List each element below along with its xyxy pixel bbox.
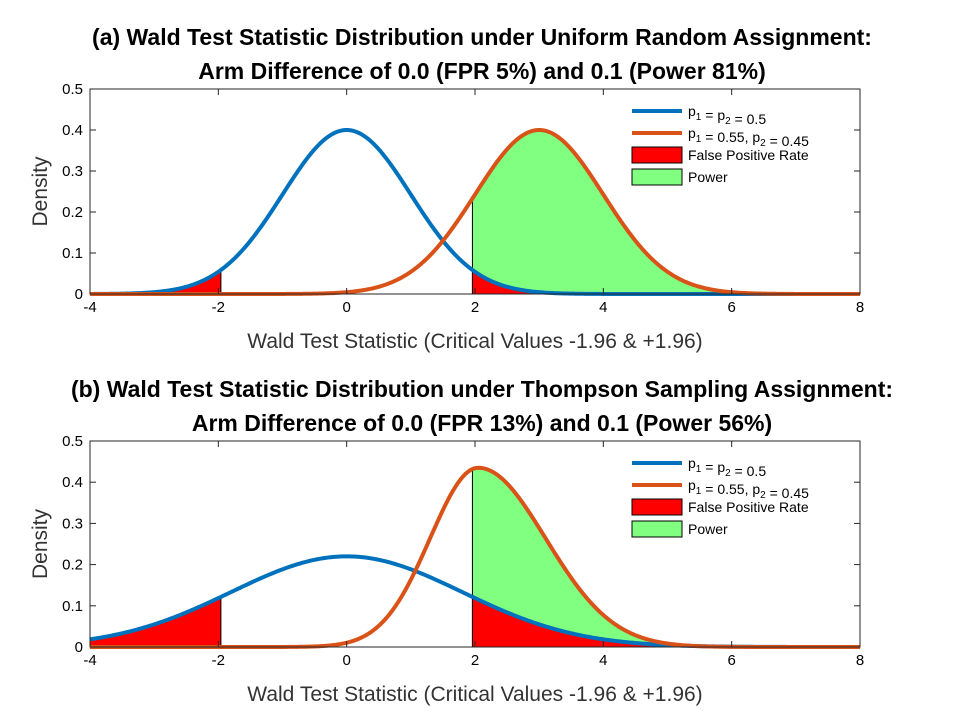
legend-subscript: 2 (725, 116, 731, 127)
chart-title: Arm Difference of 0.0 (FPR 13%) and 0.1 … (192, 410, 772, 436)
y-tick-label: 0 (75, 286, 83, 303)
x-tick-label: -4 (83, 652, 96, 669)
y-tick-label: 0.4 (62, 122, 83, 139)
chart-title: (a) Wald Test Statistic Distribution und… (92, 24, 872, 50)
chart-title: Arm Difference of 0.0 (FPR 5%) and 0.1 (… (198, 58, 766, 84)
x-tick-label: 2 (471, 652, 479, 669)
legend-subscript: 1 (696, 112, 702, 123)
legend-swatch-2 (631, 168, 683, 186)
legend-text-part: = 0.5 (731, 111, 767, 127)
x-tick-label: 6 (727, 299, 735, 316)
legend-label-3: False Positive Rate (688, 147, 809, 163)
x-tick-label: 2 (471, 299, 479, 316)
legend-text-part: = (701, 459, 717, 475)
legend-text-part: = 0.55, (701, 129, 752, 145)
legend-text-part: p (752, 129, 760, 145)
legend-text-part: = 0.45 (766, 133, 809, 149)
legend-text-part: = (701, 107, 717, 123)
legend-text-part: p (688, 477, 696, 493)
x-tick-label: 6 (727, 652, 735, 669)
x-tick-label: -2 (212, 299, 225, 316)
legend-text-part: p (688, 125, 696, 141)
legend-text-part: = 0.5 (731, 463, 767, 479)
legend-label-1: p1 = p2 = 0.5 (688, 103, 766, 127)
y-axis-label: Density (29, 156, 52, 227)
legend-text-part: p (688, 103, 696, 119)
legend-subscript: 2 (760, 138, 766, 149)
legend-label-1: p1 = p2 = 0.5 (688, 455, 766, 479)
legend-text-part: p (717, 459, 725, 475)
x-tick-label: 0 (342, 299, 350, 316)
legend-swatch-2 (631, 520, 683, 538)
y-tick-label: 0.3 (62, 163, 83, 180)
x-tick-label: 4 (599, 652, 607, 669)
legend-subscript: 2 (725, 468, 731, 479)
chart-title: (b) Wald Test Statistic Distribution und… (71, 376, 893, 402)
legend-subscript: 1 (696, 134, 702, 145)
legend-text-part: p (752, 481, 760, 497)
chart-panel-b: (b) Wald Test Statistic Distribution und… (29, 376, 893, 706)
x-tick-label: 8 (856, 652, 864, 669)
y-tick-label: 0.2 (62, 204, 83, 221)
y-tick-label: 0.2 (62, 557, 83, 574)
legend-text-part: p (717, 107, 725, 123)
x-tick-label: -2 (212, 652, 225, 669)
legend-label-2: p1 = 0.55, p2 = 0.45 (688, 477, 809, 501)
legend-label-2: p1 = 0.55, p2 = 0.45 (688, 125, 809, 149)
legend-subscript: 1 (696, 486, 702, 497)
y-axis-label: Density (29, 508, 52, 579)
y-tick-label: 0.1 (62, 245, 83, 262)
y-tick-label: 0.5 (62, 433, 83, 450)
legend-label-3: False Positive Rate (688, 499, 809, 515)
y-tick-label: 0.5 (62, 81, 83, 98)
y-tick-label: 0.4 (62, 474, 83, 491)
y-tick-label: 0 (75, 639, 83, 656)
legend-label-4: Power (688, 521, 728, 537)
legend-text-part: = 0.55, (701, 481, 752, 497)
legend-subscript: 2 (760, 490, 766, 501)
legend-text-part: = 0.45 (766, 485, 809, 501)
legend-text-part: p (688, 455, 696, 471)
legend-label-4: Power (688, 169, 728, 185)
chart-panel-a: (a) Wald Test Statistic Distribution und… (29, 24, 872, 353)
y-tick-label: 0.3 (62, 515, 83, 532)
x-tick-label: 0 (342, 652, 350, 669)
x-tick-label: -4 (83, 299, 96, 316)
x-axis-label: Wald Test Statistic (Critical Values -1.… (247, 683, 702, 706)
y-tick-label: 0.1 (62, 598, 83, 615)
x-axis-label: Wald Test Statistic (Critical Values -1.… (247, 330, 702, 353)
legend-subscript: 1 (696, 464, 702, 475)
legend-swatch-1 (631, 146, 683, 164)
x-tick-label: 8 (856, 299, 864, 316)
x-tick-label: 4 (599, 299, 607, 316)
legend-swatch-1 (631, 498, 683, 516)
